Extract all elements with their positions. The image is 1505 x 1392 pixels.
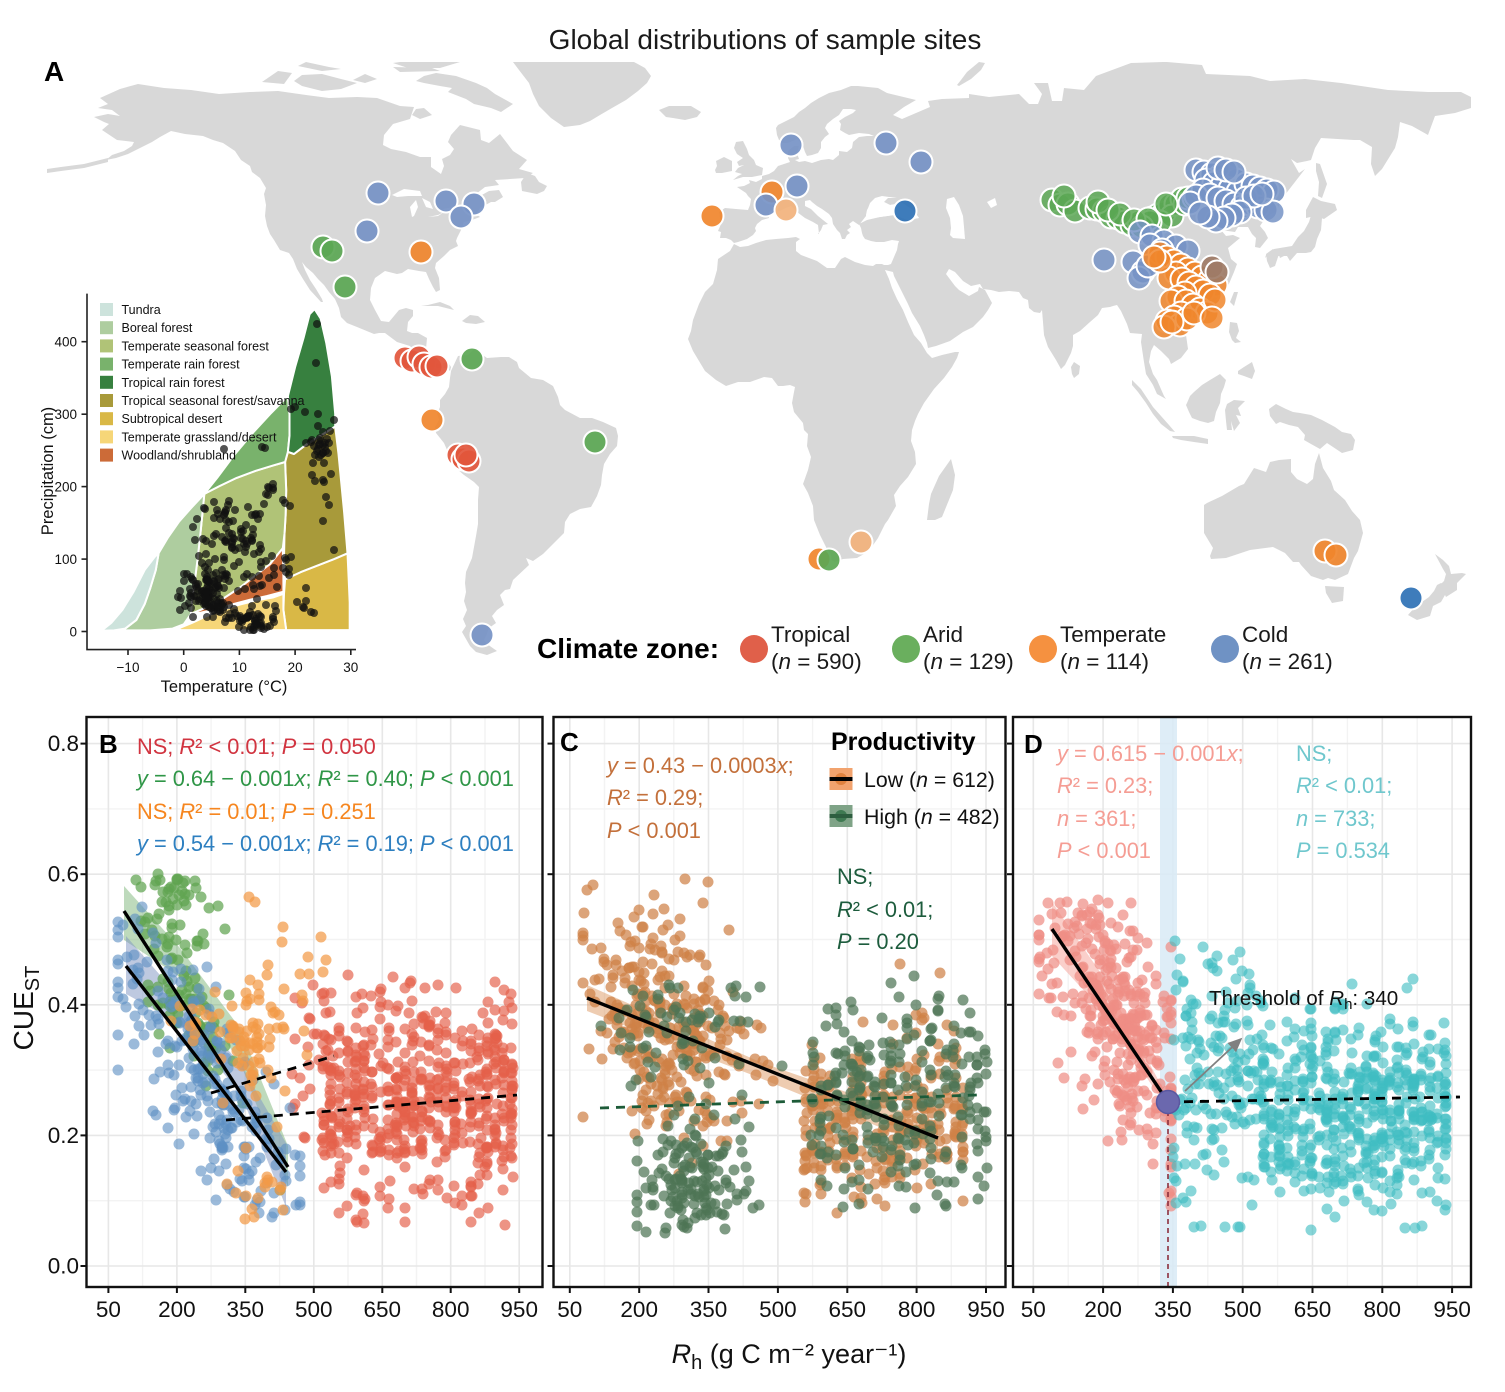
svg-text:20: 20 bbox=[288, 660, 303, 675]
svg-text:400: 400 bbox=[54, 335, 77, 350]
svg-text:800: 800 bbox=[1364, 1297, 1402, 1322]
svg-text:0.2: 0.2 bbox=[48, 1123, 79, 1148]
svg-text:0.8: 0.8 bbox=[48, 731, 79, 756]
svg-text:350: 350 bbox=[690, 1297, 728, 1322]
svg-text:Subtropical desert: Subtropical desert bbox=[122, 412, 223, 426]
svg-text:950: 950 bbox=[500, 1297, 538, 1322]
svg-text:NS;: NS; bbox=[1296, 741, 1332, 766]
svg-text:P = 0.534: P = 0.534 bbox=[1296, 838, 1390, 863]
svg-text:Boreal forest: Boreal forest bbox=[122, 321, 193, 335]
svg-text:C: C bbox=[560, 727, 579, 757]
svg-text:Tundra: Tundra bbox=[122, 303, 161, 317]
svg-text:R² = 0.23;: R² = 0.23; bbox=[1057, 773, 1153, 798]
svg-text:Woodland/shrubland: Woodland/shrubland bbox=[122, 449, 236, 463]
svg-text:650: 650 bbox=[364, 1297, 402, 1322]
svg-text:(n = 590): (n = 590) bbox=[771, 649, 862, 674]
svg-text:650: 650 bbox=[1294, 1297, 1332, 1322]
svg-text:Rh (g C m⁻² year⁻¹): Rh (g C m⁻² year⁻¹) bbox=[672, 1339, 907, 1374]
svg-text:650: 650 bbox=[829, 1297, 867, 1322]
svg-text:Tropical: Tropical bbox=[771, 622, 850, 647]
svg-text:P < 0.001: P < 0.001 bbox=[1057, 838, 1151, 863]
svg-text:50: 50 bbox=[96, 1297, 121, 1322]
svg-text:350: 350 bbox=[1154, 1297, 1192, 1322]
svg-text:R² = 0.29;: R² = 0.29; bbox=[607, 785, 703, 810]
svg-text:R² < 0.01;: R² < 0.01; bbox=[1296, 773, 1392, 798]
svg-text:Temperate grassland/desert: Temperate grassland/desert bbox=[122, 430, 277, 444]
svg-text:350: 350 bbox=[227, 1297, 265, 1322]
svg-text:High (n = 482): High (n = 482) bbox=[864, 805, 1000, 829]
svg-text:10: 10 bbox=[232, 660, 247, 675]
svg-text:NS; R² = 0.01; P = 0.251: NS; R² = 0.01; P = 0.251 bbox=[137, 799, 376, 824]
svg-text:NS;: NS; bbox=[837, 864, 873, 889]
svg-text:Temperature (°C): Temperature (°C) bbox=[161, 678, 288, 696]
svg-text:950: 950 bbox=[1433, 1297, 1471, 1322]
svg-text:500: 500 bbox=[1224, 1297, 1262, 1322]
svg-text:B: B bbox=[99, 729, 118, 759]
svg-text:−10: −10 bbox=[117, 660, 140, 675]
svg-text:0: 0 bbox=[69, 625, 77, 640]
svg-text:200: 200 bbox=[620, 1297, 658, 1322]
svg-text:950: 950 bbox=[967, 1297, 1005, 1322]
svg-text:500: 500 bbox=[759, 1297, 797, 1322]
svg-text:Temperate rain forest: Temperate rain forest bbox=[122, 358, 241, 372]
svg-text:0: 0 bbox=[180, 660, 188, 675]
svg-text:(n = 129): (n = 129) bbox=[923, 649, 1014, 674]
svg-text:Cold: Cold bbox=[1242, 622, 1288, 647]
svg-text:50: 50 bbox=[557, 1297, 582, 1322]
svg-text:Threshold of Rh: 340: Threshold of Rh: 340 bbox=[1209, 987, 1398, 1013]
svg-text:30: 30 bbox=[343, 660, 358, 675]
svg-text:y = 0.615 − 0.001x;: y = 0.615 − 0.001x; bbox=[1055, 741, 1244, 766]
svg-text:Climate zone:: Climate zone: bbox=[537, 633, 719, 664]
svg-text:D: D bbox=[1024, 729, 1043, 759]
svg-text:n = 733;: n = 733; bbox=[1296, 806, 1375, 831]
svg-text:200: 200 bbox=[54, 480, 77, 495]
svg-text:300: 300 bbox=[54, 407, 77, 422]
svg-text:50: 50 bbox=[1021, 1297, 1046, 1322]
svg-text:Precipitation (cm): Precipitation (cm) bbox=[39, 407, 57, 535]
svg-text:Temperate seasonal forest: Temperate seasonal forest bbox=[122, 339, 270, 353]
svg-text:n = 361;: n = 361; bbox=[1057, 806, 1136, 831]
svg-text:A: A bbox=[44, 56, 64, 87]
svg-text:500: 500 bbox=[295, 1297, 333, 1322]
svg-text:800: 800 bbox=[432, 1297, 470, 1322]
svg-text:0.4: 0.4 bbox=[48, 992, 79, 1017]
svg-text:0.0: 0.0 bbox=[48, 1254, 79, 1279]
svg-text:Productivity: Productivity bbox=[831, 728, 976, 756]
svg-text:(n = 114): (n = 114) bbox=[1060, 649, 1149, 674]
svg-text:Low (n = 612): Low (n = 612) bbox=[864, 768, 995, 792]
svg-text:0.6: 0.6 bbox=[48, 862, 79, 887]
svg-text:Global distributions of sample: Global distributions of sample sites bbox=[549, 24, 982, 55]
svg-text:800: 800 bbox=[898, 1297, 936, 1322]
svg-text:Tropical seasonal forest/savan: Tropical seasonal forest/savanna bbox=[122, 394, 305, 408]
svg-text:200: 200 bbox=[1084, 1297, 1122, 1322]
svg-text:P < 0.001: P < 0.001 bbox=[607, 818, 701, 843]
svg-text:y = 0.54 − 0.001x; R² = 0.19;: y = 0.54 − 0.001x; R² = 0.19; P < 0.001 bbox=[135, 831, 514, 856]
svg-text:(n = 261): (n = 261) bbox=[1242, 649, 1333, 674]
svg-text:P = 0.20: P = 0.20 bbox=[837, 929, 919, 954]
svg-text:Arid: Arid bbox=[923, 622, 963, 647]
svg-text:Tropical rain forest: Tropical rain forest bbox=[122, 376, 226, 390]
svg-text:NS; R² < 0.01; P = 0.050: NS; R² < 0.01; P = 0.050 bbox=[137, 734, 376, 759]
svg-text:200: 200 bbox=[158, 1297, 196, 1322]
svg-text:CUEST: CUEST bbox=[8, 966, 44, 1051]
svg-text:Temperate: Temperate bbox=[1060, 622, 1166, 647]
svg-text:y = 0.43 − 0.0003x;: y = 0.43 − 0.0003x; bbox=[605, 753, 794, 778]
svg-text:100: 100 bbox=[54, 552, 77, 567]
svg-text:R² < 0.01;: R² < 0.01; bbox=[837, 897, 933, 922]
svg-text:y = 0.64 − 0.001x; R² = 0.40;: y = 0.64 − 0.001x; R² = 0.40; P < 0.001 bbox=[135, 766, 514, 791]
